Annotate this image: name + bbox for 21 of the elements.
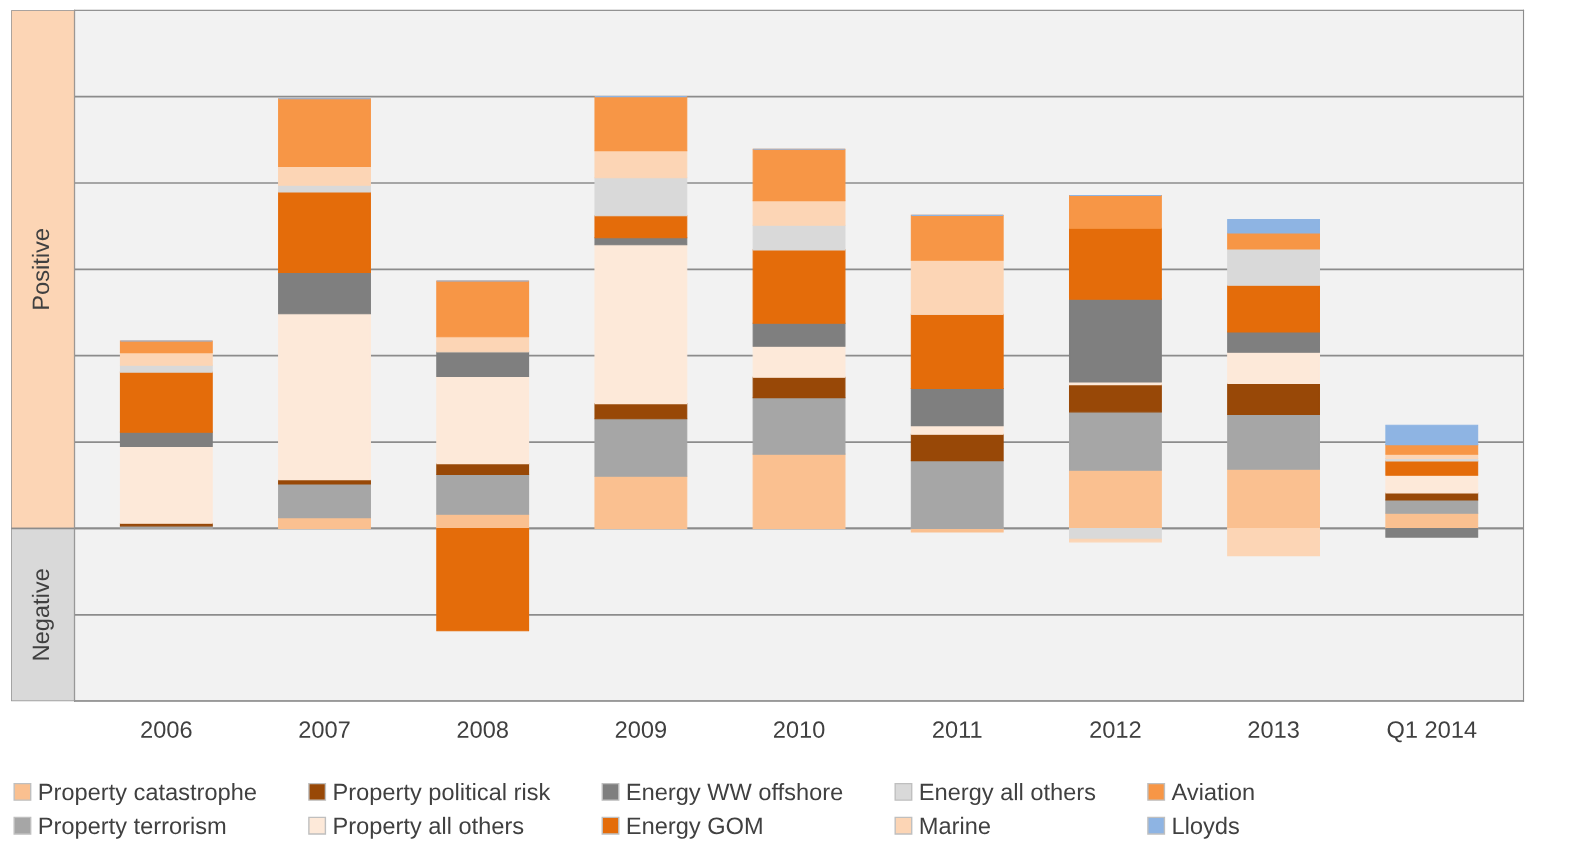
x-tick-label: 2011	[933, 721, 982, 738]
legend-label: Property all others	[334, 816, 524, 839]
x-tick-label: 2007	[299, 721, 350, 738]
legend-label: Marine	[920, 816, 990, 835]
legend-label: Property political risk	[334, 783, 551, 806]
x-tick-label: 2009	[615, 721, 667, 738]
x-tick-label: 2006	[141, 721, 192, 738]
legend-label: Energy all others	[920, 783, 1096, 806]
text: Positive	[31, 229, 50, 309]
x-tick-label: Q1 2014	[1387, 721, 1477, 743]
x-tick-label: 2010	[773, 721, 825, 738]
legend-label: Energy GOM	[627, 817, 762, 839]
legend-label: Aviation	[1171, 783, 1254, 801]
legend-label: Property catastrophe	[39, 783, 256, 806]
text: Negative	[31, 569, 54, 660]
legend-label: Property terrorism	[39, 816, 226, 839]
legend-label: Energy WW offshore	[627, 783, 843, 806]
legend-label: Lloyds	[1173, 816, 1239, 839]
x-tick-label: 2013	[1248, 721, 1299, 738]
x-tick-label: 2008	[457, 721, 508, 738]
x-tick-label: 2012	[1090, 721, 1141, 738]
